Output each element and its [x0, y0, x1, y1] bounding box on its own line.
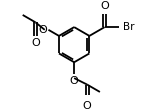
Text: Br: Br: [123, 22, 135, 32]
Text: O: O: [83, 101, 91, 111]
Text: O: O: [100, 1, 109, 11]
Text: O: O: [31, 38, 40, 49]
Text: O: O: [70, 76, 78, 86]
Text: O: O: [39, 25, 47, 35]
